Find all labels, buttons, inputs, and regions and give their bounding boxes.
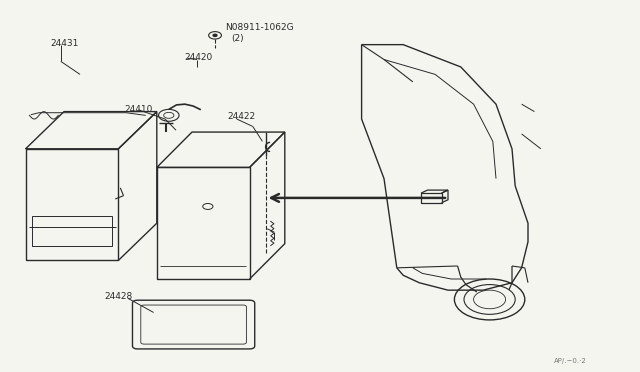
Text: 24428: 24428	[104, 292, 132, 301]
Text: N08911-1062G: N08911-1062G	[225, 23, 294, 32]
Text: 24431: 24431	[50, 39, 78, 48]
Text: 24422: 24422	[227, 112, 255, 121]
Circle shape	[213, 34, 217, 36]
Text: AP/.−0.·2: AP/.−0.·2	[554, 358, 586, 364]
Text: 24420: 24420	[184, 52, 212, 61]
Text: 24410: 24410	[125, 105, 153, 113]
Text: (2): (2)	[232, 34, 244, 43]
